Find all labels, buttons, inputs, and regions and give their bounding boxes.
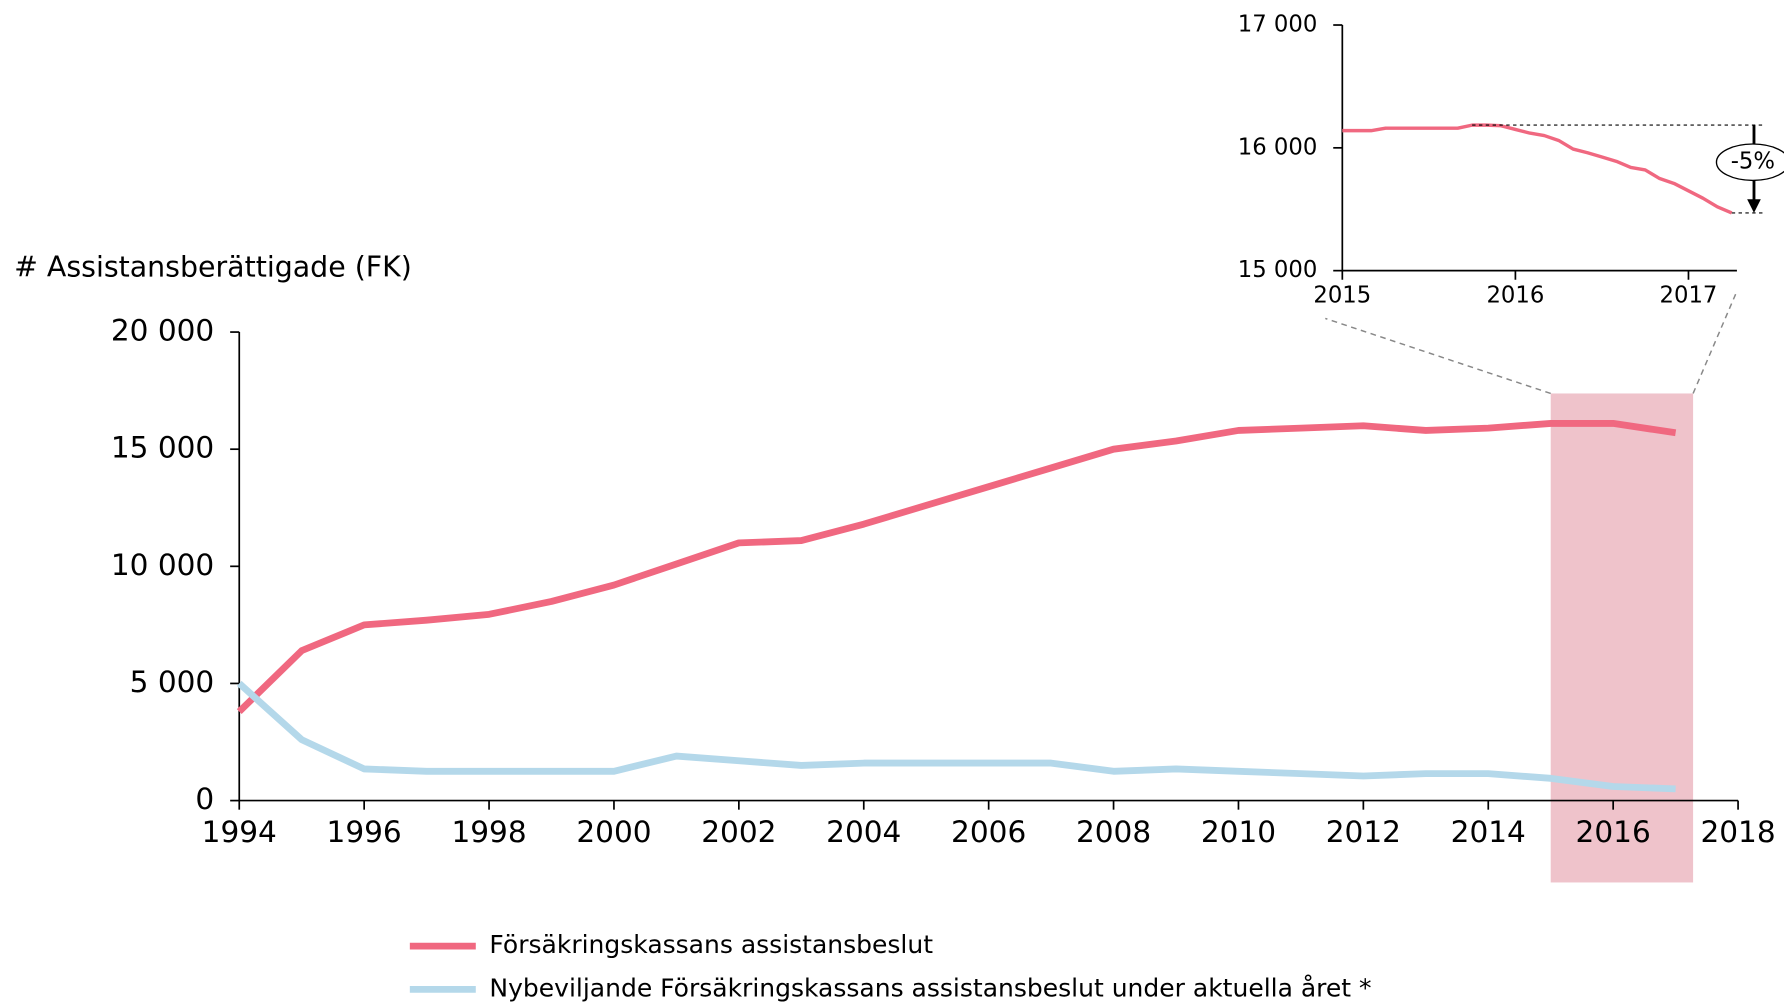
x-tick-label: 2002 xyxy=(701,815,776,849)
y-tick-label: 16 000 xyxy=(1238,134,1318,160)
x-tick-label: 1998 xyxy=(451,815,526,849)
x-tick-label: 2010 xyxy=(1201,815,1276,849)
legend-label: Försäkringskassans assistansbeslut xyxy=(489,930,933,959)
series-line xyxy=(236,420,1677,715)
series-line xyxy=(1342,123,1733,215)
y-tick-label: 10 000 xyxy=(111,548,214,582)
y-tick-label: 5 000 xyxy=(130,665,215,699)
zoom-line xyxy=(1692,290,1738,394)
x-tick-label: 2014 xyxy=(1451,815,1526,849)
y-tick-label: 15 000 xyxy=(1238,257,1318,283)
y-tick-label: 15 000 xyxy=(111,431,214,465)
x-tick-label: 2012 xyxy=(1326,815,1401,849)
x-tick-label: 2016 xyxy=(1576,815,1651,849)
x-tick-label: 2006 xyxy=(951,815,1026,849)
annotation-bubble xyxy=(1715,143,1784,182)
series-line xyxy=(236,680,1676,793)
y-axis-label: # Assistansberättigade (FK) xyxy=(14,250,412,283)
x-tick-label: 2015 xyxy=(1313,282,1371,308)
highlight-band xyxy=(1550,393,1694,883)
y-tick-label: 17 000 xyxy=(1238,12,1318,38)
annotation: -5% xyxy=(1731,149,1775,175)
y-tick-label: 0 xyxy=(195,782,214,816)
zoom-line xyxy=(1325,317,1551,395)
x-tick-label: 2017 xyxy=(1660,282,1718,308)
y-tick-label: 20 000 xyxy=(111,314,214,348)
x-tick-label: 2000 xyxy=(576,815,651,849)
x-tick-label: 2016 xyxy=(1486,282,1544,308)
arrow-head xyxy=(1747,199,1761,213)
x-tick-label: 2004 xyxy=(826,815,901,849)
x-tick-label: 1996 xyxy=(327,815,402,849)
x-tick-label: 1994 xyxy=(202,815,277,849)
x-tick-label: 2008 xyxy=(1076,815,1151,849)
legend-label: Nybeviljande Försäkringskassans assistan… xyxy=(489,973,1371,1002)
x-tick-label: 2018 xyxy=(1700,815,1775,849)
